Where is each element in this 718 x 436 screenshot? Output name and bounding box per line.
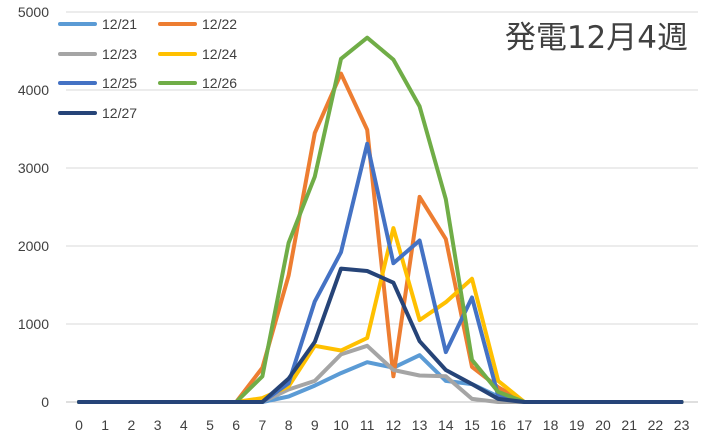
y-tick-label: 3000 xyxy=(18,160,49,176)
x-tick-label: 9 xyxy=(311,417,319,433)
y-tick-label: 4000 xyxy=(18,82,49,98)
x-tick-label: 11 xyxy=(360,417,375,433)
x-tick-label: 14 xyxy=(438,417,454,433)
legend-label: 12/21 xyxy=(102,16,137,32)
y-tick-label: 1000 xyxy=(18,316,49,332)
legend-label: 12/27 xyxy=(102,105,137,121)
x-tick-label: 5 xyxy=(206,417,214,433)
y-tick-label: 2000 xyxy=(18,238,49,254)
x-tick-label: 15 xyxy=(464,417,480,433)
x-tick-label: 21 xyxy=(621,417,637,433)
x-tick-label: 8 xyxy=(285,417,293,433)
series-lines xyxy=(77,35,684,404)
x-tick-label: 22 xyxy=(648,417,664,433)
x-tick-label: 6 xyxy=(232,417,240,433)
legend-label: 12/22 xyxy=(202,16,237,32)
y-tick-label: 5000 xyxy=(18,4,49,20)
x-tick-label: 23 xyxy=(674,417,690,433)
series-line-12-26 xyxy=(77,35,684,404)
series-line-12-21 xyxy=(77,353,684,404)
legend-label: 12/25 xyxy=(102,75,137,91)
x-tick-label: 13 xyxy=(412,417,428,433)
x-tick-label: 19 xyxy=(569,417,585,433)
x-tick-label: 2 xyxy=(128,417,136,433)
x-axis-ticks: 0 1 2 3 4 5 6 7 8 9 10 11 12 13 14 15 16 17 18 19 20 21 22 23 xyxy=(75,417,689,433)
x-tick-label: 3 xyxy=(154,417,162,433)
chart-title: 発電12月4週 xyxy=(505,20,688,56)
series-line-12-27 xyxy=(77,266,684,404)
x-tick-label: 10 xyxy=(333,417,349,433)
series-line-12-23 xyxy=(77,343,684,404)
x-tick-label: 12 xyxy=(386,417,402,433)
y-axis-ticks: 0 1000 2000 3000 4000 5000 xyxy=(18,4,49,410)
x-tick-label: 7 xyxy=(259,417,267,433)
legend-label: 12/23 xyxy=(102,46,137,62)
legend-label: 12/24 xyxy=(202,46,237,62)
series-line-12-22 xyxy=(77,71,684,404)
x-tick-label: 16 xyxy=(490,417,506,433)
x-tick-label: 20 xyxy=(595,417,611,433)
legend: 12/21 12/22 12/23 12/24 12/25 12/26 12/27 xyxy=(58,16,237,121)
x-tick-label: 17 xyxy=(517,417,533,433)
x-tick-label: 1 xyxy=(101,417,109,433)
y-tick-label: 0 xyxy=(41,394,49,410)
x-tick-label: 0 xyxy=(75,417,83,433)
x-tick-label: 4 xyxy=(180,417,188,433)
x-tick-label: 18 xyxy=(543,417,559,433)
legend-label: 12/26 xyxy=(202,75,237,91)
